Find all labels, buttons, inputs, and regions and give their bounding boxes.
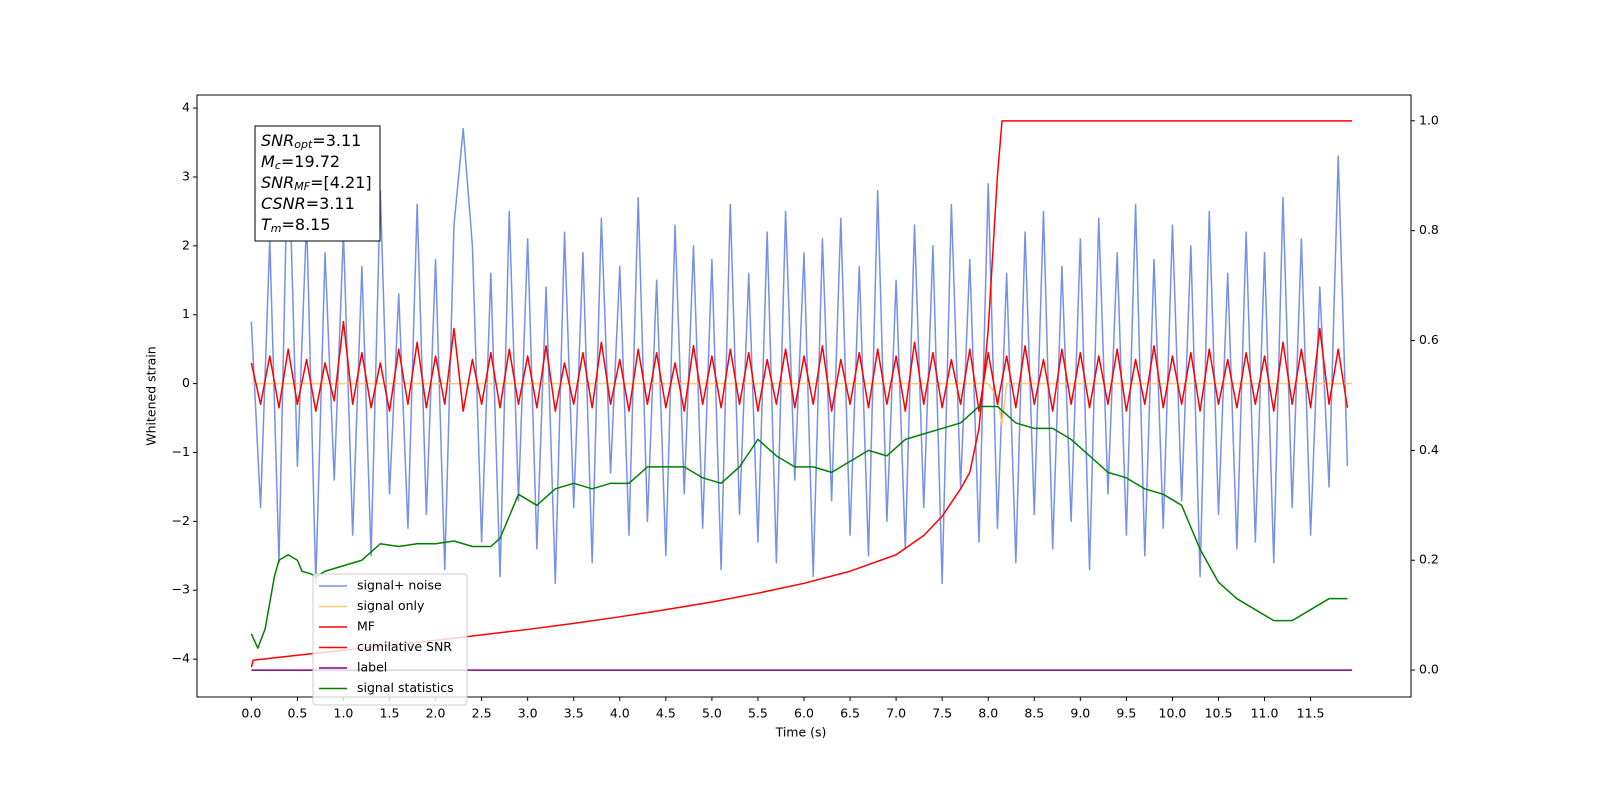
series-line bbox=[250, 320, 1349, 412]
annotation-line: Tm=8.15 bbox=[261, 215, 331, 236]
legend-label: signal+ noise bbox=[357, 578, 442, 593]
series-line bbox=[250, 128, 1349, 585]
legend: signal+ noise signal only MF cumilative SNR… bbox=[312, 573, 468, 706]
x-tick-label: 6.5 bbox=[840, 706, 860, 721]
x-tick-label: 7.5 bbox=[932, 706, 952, 721]
annotation-subscript: m bbox=[271, 222, 282, 235]
x-tick-label: 8.0 bbox=[978, 706, 998, 721]
x-tick-label: 6.0 bbox=[794, 706, 814, 721]
x-tick-label: 8.5 bbox=[1024, 706, 1044, 721]
x-tick-label: 5.5 bbox=[748, 706, 768, 721]
annotation-value: =3.11 bbox=[312, 131, 361, 150]
x-tick-label: 3.5 bbox=[564, 706, 584, 721]
x-tick-label: 4.5 bbox=[656, 706, 676, 721]
annotation-line: Mc=19.72 bbox=[261, 152, 340, 173]
annotation-value: =8.15 bbox=[282, 215, 331, 234]
y2-tick-label: 0.4 bbox=[1419, 442, 1439, 457]
annotation-line: CSNR=3.11 bbox=[261, 194, 355, 213]
x-tick-label: 10.0 bbox=[1159, 706, 1187, 721]
annotation: SNRopt=3.11Mc=19.72SNRMF=[4.21]CSNR=3.11… bbox=[254, 125, 381, 242]
x-tick-label: 10.5 bbox=[1205, 706, 1233, 721]
legend-box bbox=[312, 573, 468, 706]
annotation-box bbox=[254, 125, 381, 242]
legend-label: signal only bbox=[357, 598, 425, 613]
annotation-symbol: SNR bbox=[261, 173, 294, 192]
legend-label: cumilative SNR bbox=[357, 639, 452, 654]
x-tick-label: 9.5 bbox=[1116, 706, 1136, 721]
annotation-symbol: M bbox=[261, 152, 275, 171]
annotation-value: =19.72 bbox=[281, 152, 340, 171]
y-tick-label: 1 bbox=[182, 306, 190, 321]
legend-label: MF bbox=[357, 619, 375, 634]
x-tick-label: 0.5 bbox=[287, 706, 307, 721]
y2-tick-label: 0.6 bbox=[1419, 332, 1439, 347]
x-tick-label: 9.0 bbox=[1070, 706, 1090, 721]
y-axis-label: Whitened strain bbox=[144, 346, 159, 445]
x-tick-label: 2.0 bbox=[426, 706, 446, 721]
x-tick-label: 2.5 bbox=[472, 706, 492, 721]
annotation-value: =3.11 bbox=[306, 194, 355, 213]
annotation-symbol: CSNR bbox=[261, 194, 306, 213]
x-tick-label: 11.0 bbox=[1251, 706, 1279, 721]
annotation-symbol: SNR bbox=[261, 131, 294, 150]
series-line bbox=[250, 405, 1348, 649]
x-tick-label: 7.0 bbox=[886, 706, 906, 721]
y-tick-label: −3 bbox=[172, 582, 190, 597]
y-tick-label: −4 bbox=[172, 651, 190, 666]
annotation-subscript: MF bbox=[294, 180, 310, 193]
y-tick-label: 3 bbox=[182, 168, 190, 183]
x-tick-label: 5.0 bbox=[702, 706, 722, 721]
y2-tick-label: 0.2 bbox=[1419, 552, 1439, 567]
annotation-line: SNRMF=[4.21] bbox=[261, 173, 372, 194]
y2-tick-label: 1.0 bbox=[1419, 112, 1439, 127]
y2-tick-label: 0.8 bbox=[1419, 222, 1439, 237]
x-tick-label: 1.5 bbox=[380, 706, 400, 721]
x-tick-label: 11.5 bbox=[1297, 706, 1325, 721]
y-tick-label: −2 bbox=[172, 513, 190, 528]
annotation-value: =[4.21] bbox=[310, 173, 372, 192]
y-tick-label: 2 bbox=[182, 237, 190, 252]
annotation-line: SNRopt=3.11 bbox=[261, 131, 361, 152]
annotation-subscript: opt bbox=[294, 138, 313, 151]
series-line bbox=[251, 382, 1353, 426]
legend-label: label bbox=[357, 660, 387, 675]
y-tick-label: −1 bbox=[172, 444, 190, 459]
annotation-symbol: T bbox=[261, 215, 272, 234]
y-tick-label: 4 bbox=[182, 100, 190, 115]
x-tick-label: 1.0 bbox=[334, 706, 354, 721]
y2-tick-label: 0.0 bbox=[1419, 662, 1439, 677]
x-tick-label: 0.0 bbox=[241, 706, 261, 721]
annotation-subscript: c bbox=[275, 159, 281, 172]
x-axis-label: Time (s) bbox=[775, 725, 827, 740]
x-tick-label: 3.0 bbox=[518, 706, 538, 721]
x-tick-label: 4.0 bbox=[610, 706, 630, 721]
legend-label: signal statistics bbox=[357, 680, 454, 695]
y-tick-label: 0 bbox=[182, 375, 190, 390]
